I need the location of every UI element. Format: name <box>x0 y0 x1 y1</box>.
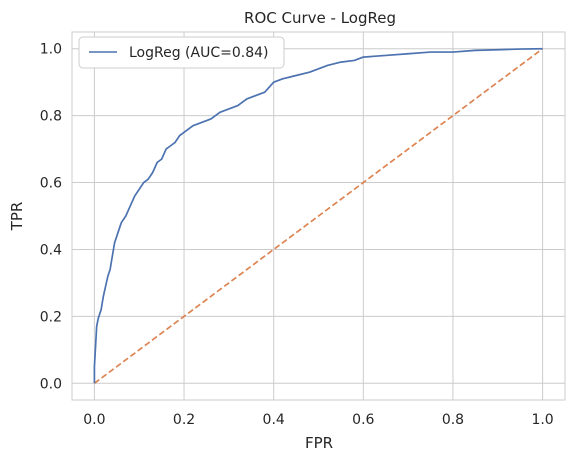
y-tick-labels: 0.0 0.2 0.4 0.6 0.8 1.0 <box>40 42 62 393</box>
y-tick-label: 0.6 <box>40 176 62 192</box>
x-tick-label: 0.2 <box>173 412 195 428</box>
chance-diagonal-line <box>93 48 544 384</box>
y-axis-label: TPR <box>8 202 26 232</box>
x-tick-label: 1.0 <box>531 412 553 428</box>
x-tick-label: 0.0 <box>83 412 105 428</box>
grid <box>72 32 565 400</box>
series-layer <box>93 47 544 384</box>
legend-label-logreg: LogReg (AUC=0.84) <box>129 45 268 61</box>
chart-title: ROC Curve - LogReg <box>244 9 396 27</box>
y-tick-label: 0.0 <box>40 376 62 392</box>
y-tick-label: 0.4 <box>40 242 62 258</box>
x-tick-labels: 0.0 0.2 0.4 0.6 0.8 1.0 <box>83 412 553 428</box>
legend-box <box>78 36 285 69</box>
y-tick-label: 0.2 <box>40 309 62 325</box>
y-tick-label: 1.0 <box>40 42 62 58</box>
roc-curve-line <box>93 47 543 384</box>
x-tick-label: 0.6 <box>352 412 374 428</box>
x-axis-label: FPR <box>305 434 333 452</box>
x-tick-label: 0.8 <box>442 412 464 428</box>
legend: LogReg (AUC=0.84) <box>78 36 285 69</box>
y-tick-label: 0.8 <box>40 109 62 125</box>
x-tick-label: 0.4 <box>263 412 285 428</box>
